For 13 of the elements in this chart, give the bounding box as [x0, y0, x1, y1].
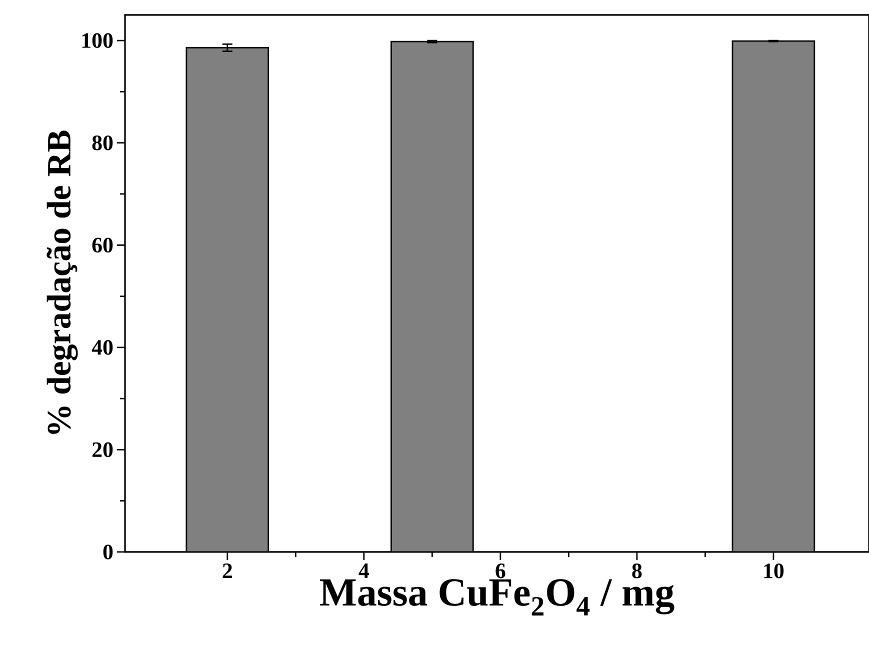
y-tick-label: 20 [92, 442, 113, 458]
y-axis-title: % degradação de RB [46, 130, 78, 434]
y-tick-label: 80 [92, 135, 113, 150]
y-tick-label: 0 [103, 544, 113, 560]
x-tick-label: 6 [496, 564, 506, 578]
y-tick-label: 100 [82, 33, 113, 48]
y-tick-label: 40 [92, 340, 113, 355]
x-tick-label: 2 [222, 564, 232, 578]
x-tick-label: 10 [764, 564, 784, 578]
x-tick-label: 4 [358, 564, 369, 578]
y-tick-label: 60 [92, 238, 113, 253]
x-axis-title: Massa CuFe$_{2}$O$_{4}$ / mg [320, 579, 674, 616]
x-tick-label: 8 [632, 564, 642, 578]
